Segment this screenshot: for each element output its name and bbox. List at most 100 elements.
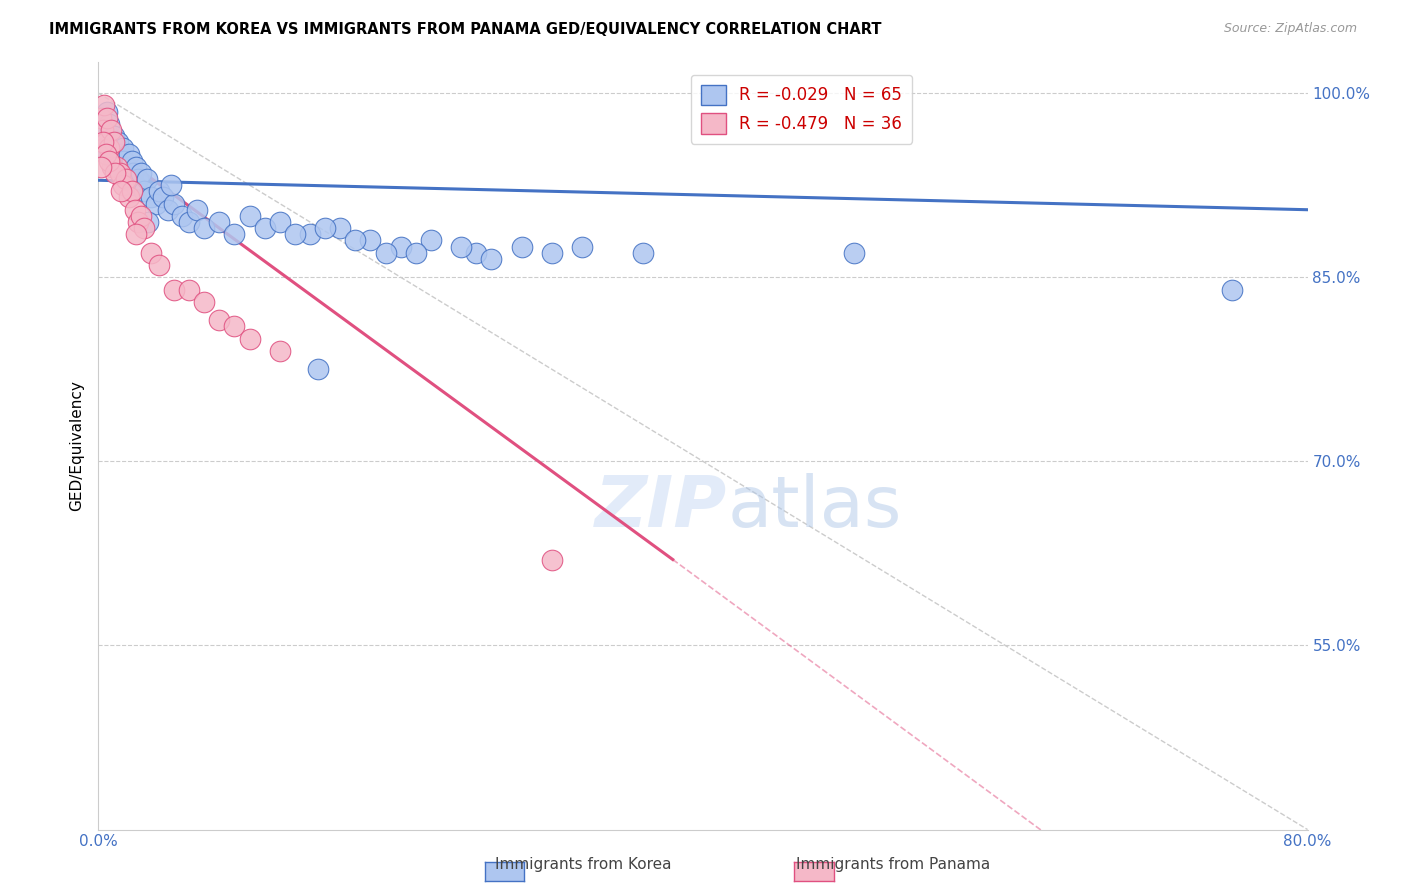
Point <box>145 196 167 211</box>
Point <box>111 178 134 193</box>
Point <box>163 283 186 297</box>
Point <box>186 202 208 217</box>
Point <box>96 111 118 125</box>
Point <box>136 215 159 229</box>
Point <box>239 209 262 223</box>
Point <box>94 123 117 137</box>
Text: ZIP: ZIP <box>595 473 727 541</box>
Point <box>114 172 136 186</box>
Point <box>299 227 322 242</box>
Text: IMMIGRANTS FROM KOREA VS IMMIGRANTS FROM PANAMA GED/EQUIVALENCY CORRELATION CHAR: IMMIGRANTS FROM KOREA VS IMMIGRANTS FROM… <box>49 22 882 37</box>
Point <box>135 172 157 186</box>
Point <box>374 245 396 260</box>
Point <box>344 234 367 248</box>
Point <box>179 215 201 229</box>
Point <box>98 117 121 131</box>
Point <box>120 172 142 186</box>
Point <box>103 129 125 144</box>
Point <box>90 160 112 174</box>
Point <box>329 221 352 235</box>
Point <box>98 153 121 168</box>
Point <box>91 129 114 144</box>
Point <box>94 147 117 161</box>
Point <box>124 178 146 193</box>
Point <box>112 153 135 168</box>
Legend: R = -0.029   N = 65, R = -0.479   N = 36: R = -0.029 N = 65, R = -0.479 N = 36 <box>692 75 912 144</box>
Point <box>90 111 112 125</box>
Point <box>100 135 122 149</box>
Point <box>540 552 562 566</box>
Point <box>101 160 124 174</box>
Point <box>193 294 215 309</box>
Point <box>114 166 136 180</box>
Point <box>121 184 143 198</box>
Point <box>125 160 148 174</box>
Point <box>193 221 215 235</box>
Point <box>129 166 152 180</box>
Point <box>115 160 138 174</box>
Point <box>110 160 132 174</box>
Point <box>118 147 141 161</box>
Point <box>103 135 125 149</box>
Point <box>481 252 503 266</box>
Point <box>104 166 127 180</box>
Point <box>125 227 148 242</box>
Point <box>450 239 472 253</box>
Point <box>420 234 443 248</box>
Point <box>284 227 307 242</box>
Point <box>105 141 128 155</box>
Point <box>132 221 155 235</box>
Point <box>224 319 246 334</box>
Point <box>208 313 231 327</box>
Point <box>122 166 145 180</box>
Point <box>132 184 155 198</box>
Text: Source: ZipAtlas.com: Source: ZipAtlas.com <box>1223 22 1357 36</box>
Point <box>844 245 866 260</box>
Text: Immigrants from Korea: Immigrants from Korea <box>495 857 672 872</box>
Point <box>93 98 115 112</box>
Point <box>148 258 170 272</box>
Point <box>465 245 488 260</box>
Point <box>152 190 174 204</box>
Point <box>208 215 231 229</box>
Point <box>239 332 262 346</box>
Point <box>253 221 276 235</box>
Point <box>108 166 131 180</box>
Point <box>90 135 112 149</box>
Point <box>101 147 124 161</box>
Point <box>121 153 143 168</box>
Point <box>631 245 654 260</box>
Point <box>148 184 170 198</box>
Point <box>156 202 179 217</box>
Point <box>269 343 291 358</box>
Point <box>110 184 132 198</box>
Point <box>179 283 201 297</box>
Point <box>91 135 114 149</box>
Point <box>94 135 117 149</box>
Point <box>540 245 562 260</box>
Point <box>360 234 382 248</box>
Point <box>129 209 152 223</box>
Point <box>141 245 163 260</box>
Point <box>108 147 131 161</box>
Point <box>307 362 329 376</box>
Point <box>163 196 186 211</box>
Point <box>107 135 129 149</box>
Point <box>170 209 193 223</box>
Point <box>98 141 121 155</box>
Point <box>1220 283 1243 297</box>
Point <box>405 245 427 260</box>
Point <box>160 178 183 193</box>
Point <box>571 239 593 253</box>
Point <box>269 215 291 229</box>
Text: Immigrants from Panama: Immigrants from Panama <box>796 857 990 872</box>
Point <box>224 227 246 242</box>
Point <box>141 190 163 204</box>
Point <box>105 160 128 174</box>
Y-axis label: GED/Equivalency: GED/Equivalency <box>69 381 84 511</box>
Point <box>118 190 141 204</box>
Point <box>127 215 149 229</box>
Point <box>91 123 114 137</box>
Text: atlas: atlas <box>727 473 901 541</box>
Point <box>389 239 412 253</box>
